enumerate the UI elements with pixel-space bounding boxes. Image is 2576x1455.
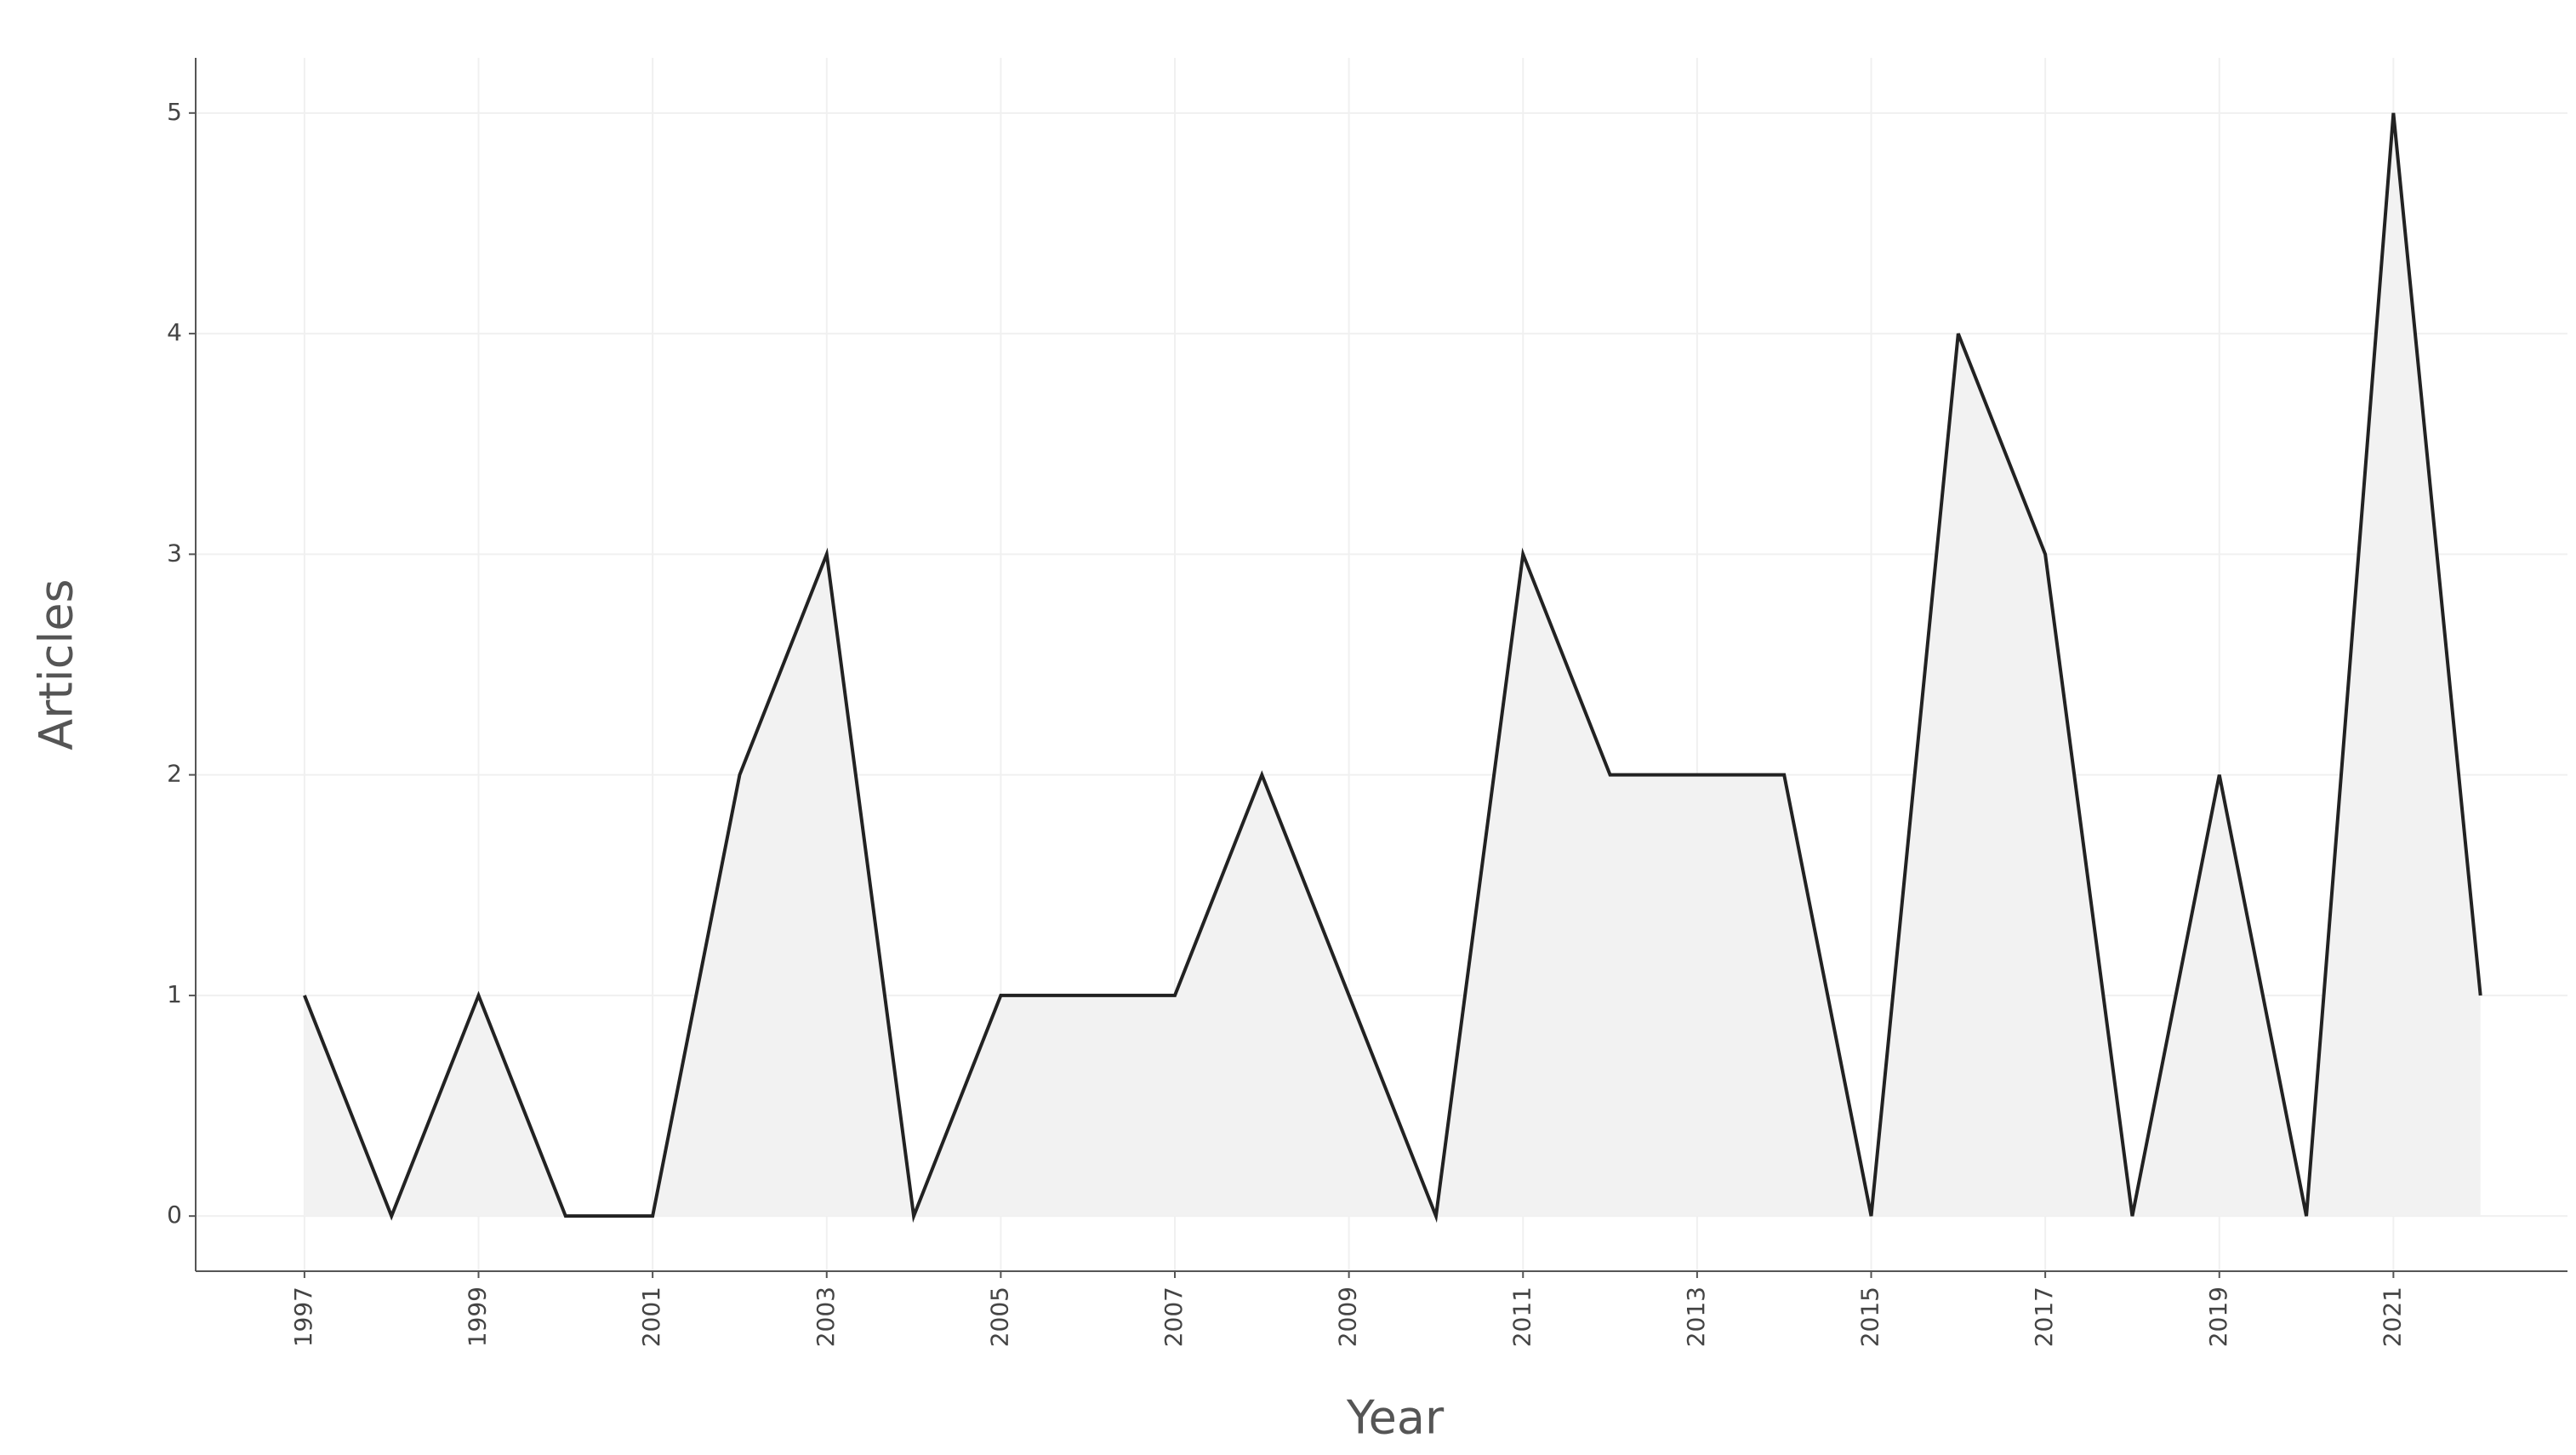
y-tick-label: 5	[167, 98, 182, 126]
x-tick-label: 2013	[1682, 1287, 1710, 1347]
x-tick-label: 2007	[1160, 1287, 1188, 1347]
x-tick-label: 2021	[2378, 1287, 2406, 1347]
x-tick-label: 1997	[289, 1287, 317, 1347]
x-tick-label: 2011	[1507, 1287, 1536, 1347]
x-tick-label: 2005	[985, 1287, 1013, 1347]
x-tick-label: 2019	[2204, 1287, 2232, 1347]
x-tick-label: 2003	[812, 1287, 840, 1347]
y-axis-title: Articles	[30, 579, 83, 750]
y-tick-label: 3	[167, 539, 182, 567]
line	[303, 112, 2482, 1224]
x-axis-title: Year	[1346, 1391, 1445, 1445]
x-tick-label: 2017	[2030, 1287, 2058, 1347]
y-tick-label: 4	[167, 318, 182, 346]
x-tick-label: 2015	[1856, 1287, 1884, 1347]
area	[304, 112, 2481, 1217]
x-tick-label: 1999	[464, 1287, 492, 1347]
x-tick-label: 2001	[637, 1287, 665, 1347]
x-tick-label: 2009	[1334, 1287, 1362, 1347]
y-tick-label: 1	[167, 980, 182, 1008]
y-tick-label: 2	[167, 760, 182, 788]
y-tick-label: 0	[167, 1201, 182, 1229]
